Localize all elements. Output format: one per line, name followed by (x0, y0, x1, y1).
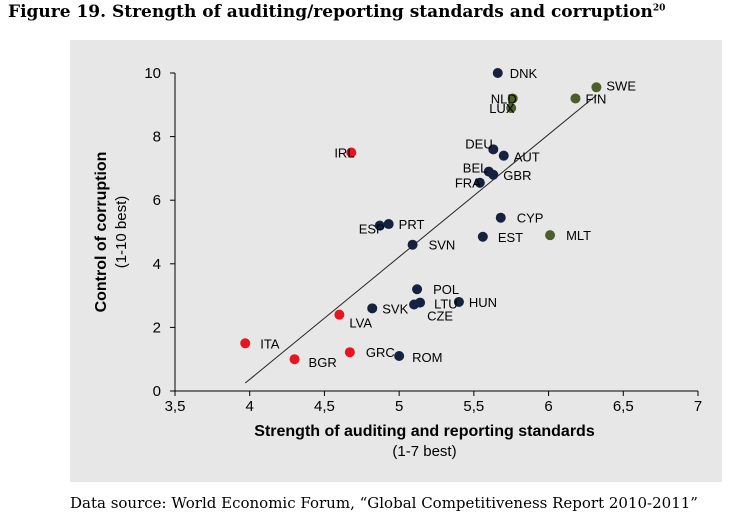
point-label-fin: FIN (585, 91, 606, 106)
point-est (477, 231, 488, 242)
x-tick-label: 4 (246, 398, 254, 415)
point-label-hun: HUN (469, 295, 497, 310)
point-label-lva: LVA (349, 316, 372, 331)
point-label-aut: AUT (514, 150, 540, 165)
y-tick-label: 4 (153, 256, 161, 273)
x-tick-label: 3,5 (165, 398, 186, 415)
point-label-swe: SWE (606, 78, 636, 93)
point-dnk (492, 68, 503, 78)
point-cze (409, 299, 420, 310)
x-tick-label: 5 (395, 398, 403, 415)
scatter-chart: 3,5 4 4,5 5 5,5 6 6,5 7 0 2 4 6 8 10 Strength of audit… (93, 65, 702, 460)
point-fin (570, 93, 581, 104)
figure-title-text: . Strength of auditing/reporting standar… (100, 2, 653, 22)
figure-number: Figure 19 (8, 2, 101, 22)
point-label-ltu: LTU (434, 297, 458, 312)
point-label-svk: SVK (382, 301, 408, 316)
x-tick-label: 4,5 (314, 398, 335, 415)
point-mlt (545, 230, 556, 241)
x-axis-subtitle: (1-7 best) (392, 443, 456, 460)
x-tick-label: 6 (544, 398, 552, 415)
y-tick-label: 6 (153, 192, 161, 209)
y-tick-label: 10 (144, 65, 161, 82)
point-nld (507, 93, 518, 104)
point-label-fra: FRA (455, 176, 481, 191)
x-tick-label: 5,5 (463, 398, 484, 415)
point-ita (240, 338, 251, 349)
y-axis-title: Control of corruption (93, 152, 110, 313)
point-lva (334, 309, 345, 320)
point-lux (506, 102, 517, 113)
point-label-rom: ROM (412, 350, 442, 365)
point-label-prt: PRT (399, 217, 425, 232)
point-label-svn: SVN (429, 238, 456, 253)
point-svk (367, 303, 378, 314)
figure-title: Figure 19. Strength of auditing/reportin… (8, 2, 665, 22)
y-tick-label: 0 (153, 383, 161, 400)
point-label-bgr: BGR (309, 355, 337, 370)
point-pol (412, 284, 423, 295)
point-hun (453, 296, 464, 307)
point-label-mlt: MLT (566, 228, 591, 243)
point-bgr (289, 354, 300, 365)
x-axis-title: Strength of auditing and reporting stand… (254, 423, 595, 440)
point-label-cyp: CYP (517, 211, 544, 226)
point-label-esp: ESP (359, 222, 385, 237)
point-deu (488, 144, 499, 155)
source-note: Data source: World Economic Forum, “Glob… (70, 494, 698, 512)
x-tick-label: 7 (694, 398, 702, 415)
y-tick-label: 2 (153, 319, 161, 336)
x-tick-label: 6,5 (613, 398, 634, 415)
point-aut (498, 150, 509, 161)
point-grc (344, 347, 355, 358)
point-cyp (495, 212, 506, 223)
point-swe (591, 82, 602, 93)
y-tick-label: 8 (153, 129, 161, 146)
point-label-pol: POL (433, 282, 459, 297)
point-label-grc: GRC (366, 345, 395, 360)
point-label-nld: NLD (491, 91, 517, 106)
point-rom (394, 351, 405, 362)
point-label-est: EST (498, 230, 523, 245)
point-label-cze: CZE (427, 309, 453, 324)
point-prt (383, 219, 394, 230)
point-label-lux: LUX (489, 101, 515, 116)
point-label-deu: DEU (465, 136, 492, 151)
point-label-dnk: DNK (510, 66, 538, 81)
chart-panel: 3,5 4 4,5 5 5,5 6 6,5 7 0 2 4 6 8 10 Strength of audit… (70, 40, 722, 482)
point-esp (374, 220, 385, 231)
point-irl (346, 147, 357, 158)
point-label-bel: BEL (463, 161, 488, 176)
point-gbr (488, 169, 499, 180)
point-label-irl: IRL (334, 146, 354, 161)
point-fra (474, 177, 485, 188)
trendline (244, 94, 597, 384)
point-label-gbr: GBR (503, 168, 531, 183)
y-axis-subtitle: (1-10 best) (113, 196, 130, 269)
figure-footnote-marker: 20 (652, 3, 666, 14)
point-svn (407, 239, 418, 250)
point-label-ita: ITA (260, 336, 280, 351)
